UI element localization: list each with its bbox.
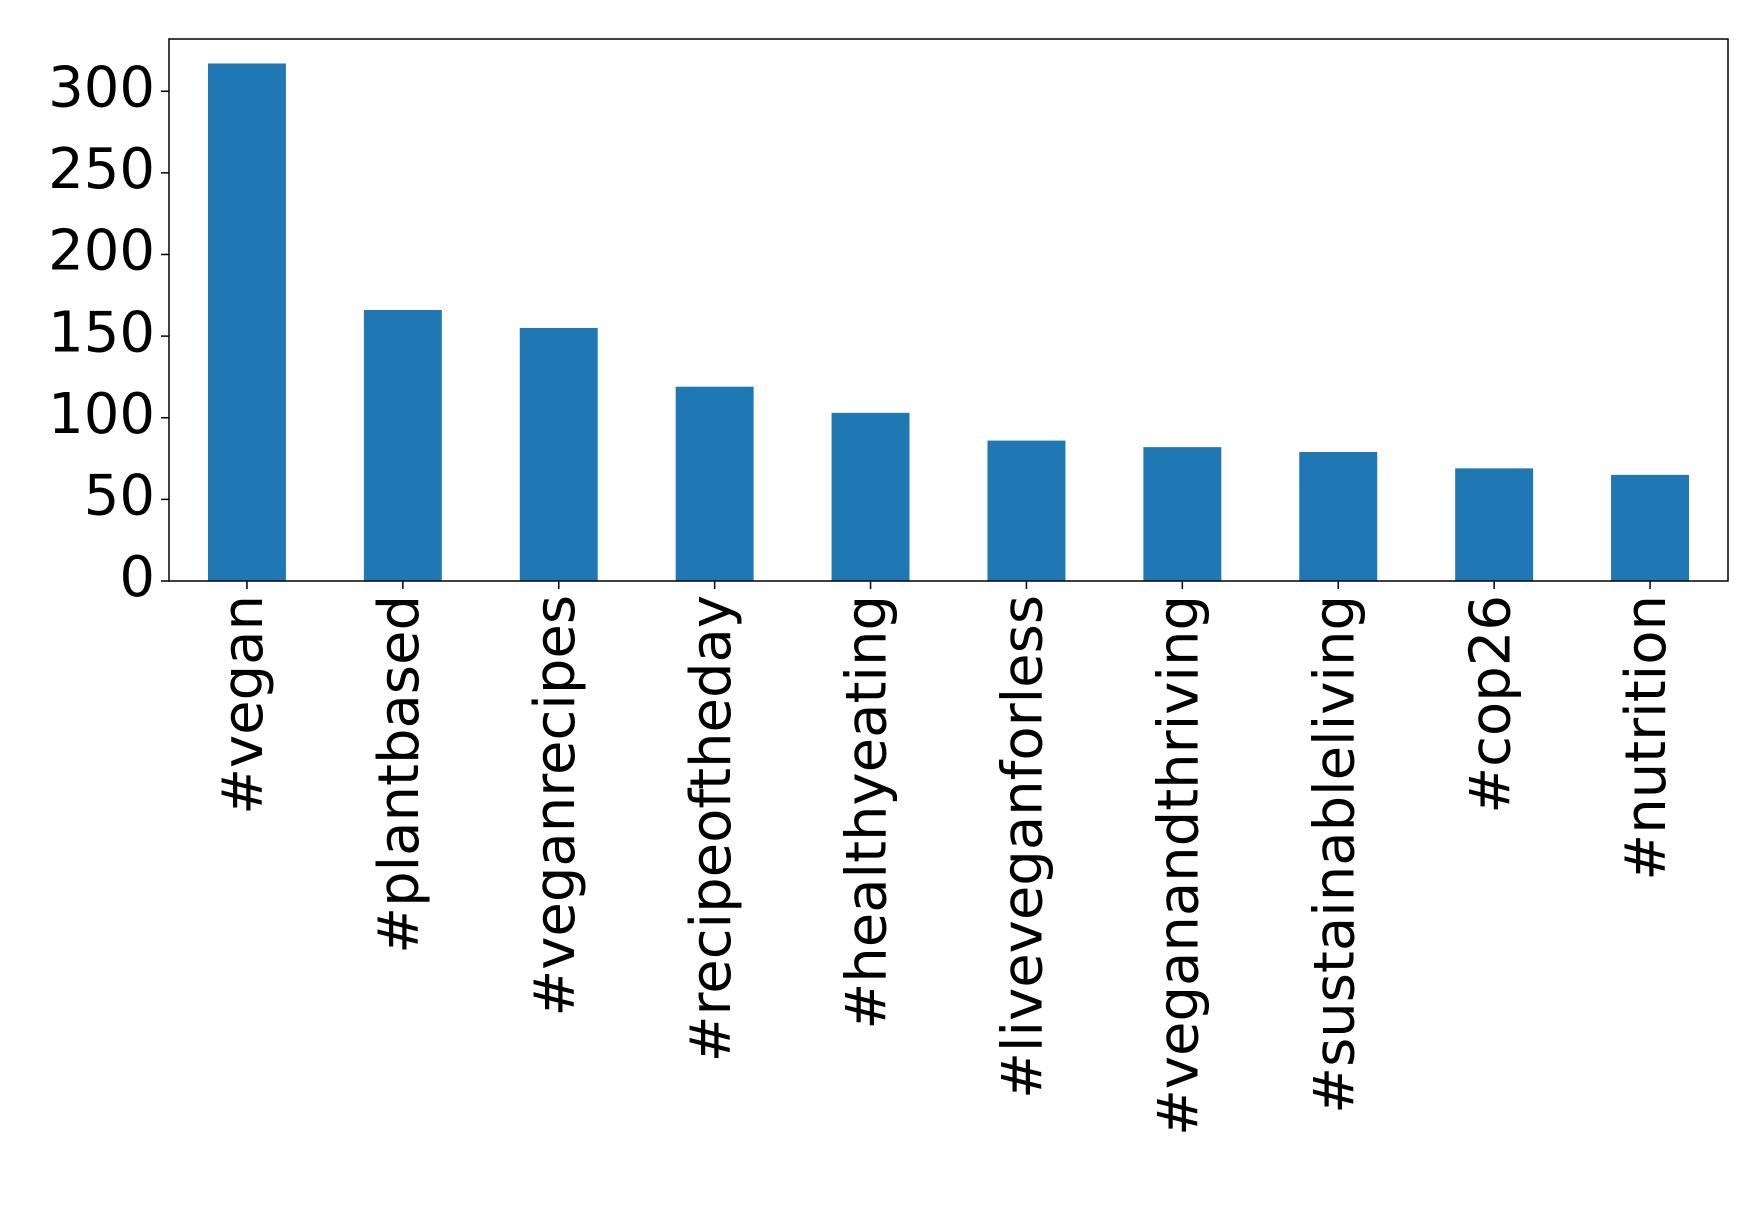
y-tick-label: 200 [48,219,155,284]
bar [363,310,442,581]
y-tick-label: 50 [84,464,155,529]
bar [1611,474,1690,581]
bar [831,412,910,581]
x-tick-label: #plantbased [367,595,432,954]
y-tick-label: 300 [48,55,155,120]
bar [519,327,598,581]
plot-frame [168,38,1729,582]
x-tick-label: #liveveganforless [991,595,1056,1099]
bar [1143,447,1222,581]
bar [207,63,286,581]
x-tick-label: #sustainableliving [1302,595,1367,1114]
bar [1299,452,1378,581]
x-tick-label: #vegan [211,595,276,815]
x-tick-label: #healthyeating [835,595,900,1030]
bar [675,386,754,581]
y-tick-label: 150 [48,300,155,365]
x-tick-label: #cop26 [1458,595,1523,814]
y-tick-label: 0 [119,545,155,610]
bar [1455,468,1534,581]
x-tick-label: #recipeoftheday [679,595,744,1062]
x-tick-label: #veganandthriving [1146,595,1211,1136]
y-tick-label: 100 [48,382,155,447]
x-tick-label: #nutrition [1614,595,1679,881]
x-tick-label: #veganrecipes [523,595,588,1017]
bar [987,440,1066,581]
y-tick-label: 250 [48,137,155,202]
